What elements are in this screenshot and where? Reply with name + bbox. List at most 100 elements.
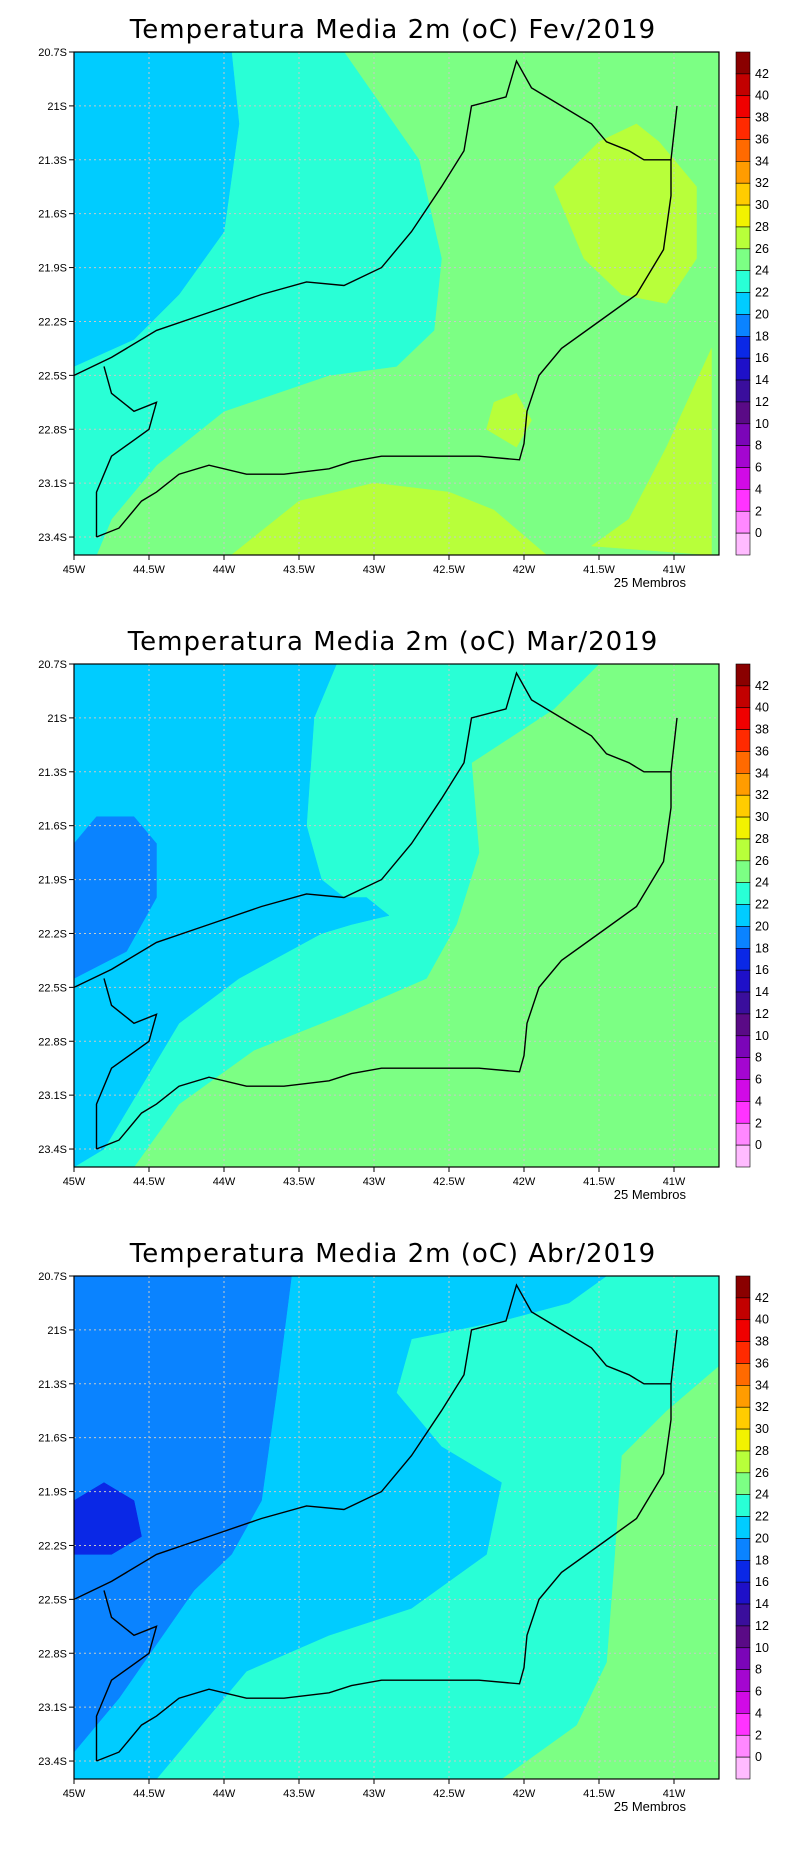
y-tick-label: 22.8S: [38, 1648, 67, 1660]
colorbar-swatch: [735, 1713, 751, 1736]
x-tick-label: 45W: [63, 1176, 86, 1188]
colorbar-swatch: [735, 510, 751, 534]
colorbar-label: 30: [755, 198, 769, 212]
colorbar-label: 0: [755, 1138, 762, 1152]
map-figure: Temperatura Media 2m (oC) Mar/2019 25 Me…: [38, 627, 769, 1202]
x-tick-label: 44.5W: [133, 1176, 165, 1188]
colorbar-swatch: [735, 904, 751, 927]
y-tick-label: 22.2S: [38, 1540, 67, 1552]
y-tick-label: 21.9S: [38, 875, 67, 887]
colorbar-swatch: [735, 729, 751, 752]
y-tick-label: 21.3S: [38, 767, 67, 779]
colorbar-swatch: [735, 838, 751, 862]
contour-layer: [74, 52, 719, 555]
x-tick-label: 41W: [663, 1176, 686, 1188]
colorbar-swatch: [735, 773, 751, 796]
colorbar-swatch: [735, 532, 751, 556]
colorbar-label: 30: [755, 1422, 769, 1436]
colorbar-swatch: [735, 860, 751, 883]
x-tick-label: 44W: [213, 564, 236, 576]
colorbar-swatch: [735, 1450, 751, 1474]
colorbar-swatch: [735, 948, 751, 971]
colorbar-label: 40: [755, 1313, 769, 1327]
y-tick-label: 21S: [47, 713, 67, 725]
colorbar-label: 20: [755, 307, 769, 321]
x-tick-label: 41.5W: [583, 564, 615, 576]
colorbar-swatch: [735, 794, 751, 818]
colorbar-swatch: [735, 816, 751, 840]
colorbar-swatch: [735, 1319, 751, 1342]
colorbar-label: 36: [755, 132, 769, 146]
boundary-layer: [74, 1283, 678, 1762]
colorbar-label: 34: [755, 1378, 769, 1392]
colorbar-swatch: [735, 1406, 751, 1430]
colorbar-swatch: [735, 1734, 751, 1758]
colorbar-label: 28: [755, 832, 769, 846]
y-tick-label: 23.1S: [38, 478, 67, 490]
colorbar-label: 34: [755, 154, 769, 168]
colorbar-label: 18: [755, 941, 769, 955]
y-tick-label: 22.5S: [38, 982, 67, 994]
x-tick-label: 43W: [363, 1788, 386, 1800]
colorbar-label: 16: [755, 1575, 769, 1589]
x-tick-label: 43W: [363, 564, 386, 576]
colorbar-label: 30: [755, 810, 769, 824]
y-tick-label: 23.4S: [38, 532, 67, 544]
colorbar-swatch: [735, 1144, 751, 1168]
colorbar-label: 34: [755, 766, 769, 780]
contour-layer: [74, 664, 719, 1167]
coastline: [96, 1329, 678, 1762]
colorbar-swatch: [735, 336, 751, 359]
y-tick-label: 22.5S: [38, 1594, 67, 1606]
contour-fill-16-18: [74, 1482, 142, 1555]
colorbar-label: 4: [755, 1094, 762, 1108]
y-tick-label: 22.2S: [38, 928, 67, 940]
colorbar-label: 40: [755, 89, 769, 103]
colorbar-swatch: [735, 423, 751, 446]
colorbar-label: 40: [755, 701, 769, 715]
contour-fill-18-20: [74, 816, 157, 979]
colorbar-swatch: [735, 751, 751, 774]
map-figure: Temperatura Media 2m (oC) Fev/2019 25 Me…: [38, 15, 769, 590]
colorbar-swatch: [735, 1297, 751, 1321]
colorbar-swatch: [735, 1341, 751, 1364]
colorbar-label: 42: [755, 679, 769, 693]
colorbar-swatch: [735, 707, 751, 730]
grid-lines: [74, 52, 719, 555]
map-title: Temperatura Media 2m (oC) Mar/2019: [127, 627, 659, 657]
map-frame: [73, 51, 720, 556]
colorbar-label: 10: [755, 1029, 769, 1043]
colorbar-swatch: [735, 314, 751, 337]
colorbar-swatch: [735, 1472, 751, 1495]
boundary-layer: [74, 59, 678, 538]
colorbar-swatch: [735, 204, 751, 228]
x-tick-label: 42.5W: [433, 564, 465, 576]
colorbar-swatch: [735, 685, 751, 709]
map-figure: Temperatura Media 2m (oC) Abr/2019 25 Me…: [38, 1239, 769, 1814]
colorbar-label: 6: [755, 1073, 762, 1087]
y-tick-label: 23.4S: [38, 1756, 67, 1768]
colorbar-swatch: [735, 663, 751, 687]
x-tick-label: 42.5W: [433, 1788, 465, 1800]
colorbar-label: 22: [755, 898, 769, 912]
y-tick-label: 21.9S: [38, 263, 67, 275]
colorbar-label: 14: [755, 985, 769, 999]
colorbar-label: 32: [755, 1400, 769, 1414]
colorbar-label: 26: [755, 854, 769, 868]
x-tick-label: 44W: [213, 1176, 236, 1188]
contour-fill-18-20: [74, 1276, 292, 1753]
y-tick-label: 21.3S: [38, 1379, 67, 1391]
coastline: [96, 717, 678, 1150]
colorbar-swatch: [735, 161, 751, 184]
colorbar-label: 28: [755, 220, 769, 234]
colorbar-label: 6: [755, 461, 762, 475]
colorbar-swatch: [735, 1428, 751, 1452]
colorbar-swatch: [735, 882, 751, 905]
colorbar-label: 38: [755, 723, 769, 737]
colorbar-swatch: [735, 1691, 751, 1714]
colorbar-swatch: [735, 489, 751, 512]
x-tick-label: 41.5W: [583, 1176, 615, 1188]
contour-fill-20-22: [74, 52, 240, 367]
